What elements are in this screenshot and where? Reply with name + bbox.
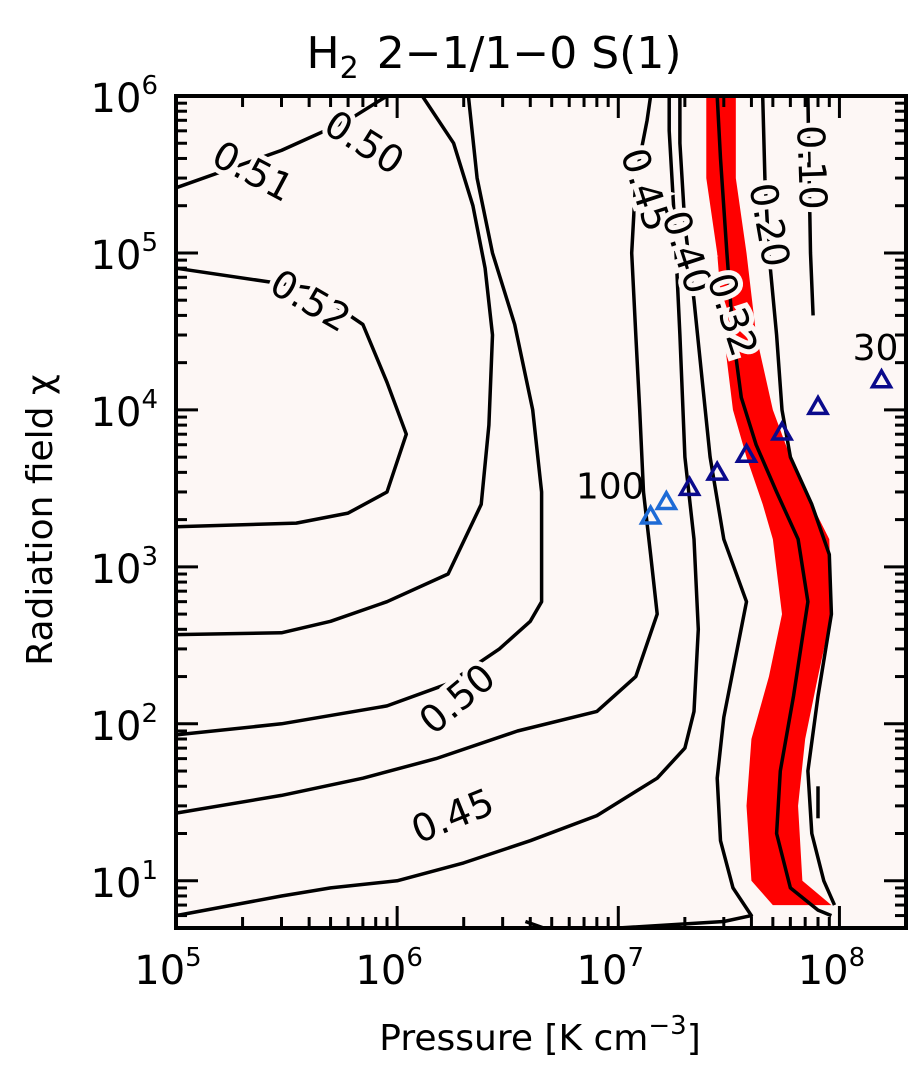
x-axis-label-main: Pressure [K cm	[379, 1018, 648, 1059]
x-tick-base: 10	[798, 948, 849, 994]
contour-lines	[175, 94, 837, 930]
y-tick-exp: 2	[141, 699, 158, 729]
y-tick-exp: 6	[141, 71, 158, 101]
highlight-band	[706, 96, 832, 906]
title-subscript: 2	[340, 51, 359, 86]
y-tick-label-3: 104	[91, 385, 158, 436]
y-tick-label-0: 101	[91, 856, 158, 907]
y-tick-base: 10	[91, 547, 142, 593]
x-tick-exp: 6	[406, 943, 423, 973]
title-rest: 2−1/1−0 S(1)	[377, 28, 682, 79]
x-tick-exp: 5	[185, 943, 202, 973]
x-tick-label-2: 107	[577, 943, 644, 994]
x-tick-exp: 7	[627, 943, 644, 973]
x-tick-base: 10	[355, 948, 406, 994]
y-tick-label-5: 106	[91, 71, 158, 122]
y-tick-base: 10	[91, 704, 142, 750]
x-axis-label-sup: −3	[648, 1011, 686, 1041]
y-tick-label-4: 105	[91, 228, 158, 279]
marker-30-4	[805, 394, 831, 416]
contour-line-3	[175, 95, 495, 637]
plot-frame	[174, 94, 908, 930]
x-tick-base: 10	[134, 948, 185, 994]
y-axis-label: Radiation field χ	[20, 374, 61, 666]
marker-30-0	[677, 475, 702, 497]
y-tick-exp: 3	[141, 542, 158, 572]
contour-line-5	[175, 95, 659, 815]
series-label-100: 100	[576, 466, 645, 507]
x-tick-label-1: 106	[355, 943, 422, 994]
marker-30-1	[705, 459, 730, 481]
marker-100-1	[654, 489, 679, 511]
chart-title: H2 2−1/1−0 S(1)	[307, 28, 682, 86]
contour-line-2	[175, 266, 409, 529]
contour-line-7	[524, 96, 754, 930]
contour-line-6	[175, 96, 701, 918]
y-tick-base: 10	[91, 76, 142, 122]
x-tick-base: 10	[577, 948, 628, 994]
y-tick-label-2: 103	[91, 542, 158, 593]
series-label-30: 30	[853, 328, 899, 369]
y-tick-base: 10	[91, 390, 142, 436]
markers: 100 30	[576, 328, 899, 525]
contour-line-8	[715, 95, 833, 918]
y-tick-base: 10	[91, 233, 142, 279]
marker-100-0	[638, 503, 663, 525]
marker-30-2	[734, 441, 759, 463]
y-tick-label-1: 102	[91, 699, 158, 750]
x-tick-label-0: 105	[134, 943, 201, 994]
x-tick-label-3: 108	[798, 943, 865, 994]
contour-line-9	[760, 95, 837, 906]
y-tick-exp: 4	[141, 385, 158, 415]
y-tick-exp: 5	[141, 228, 158, 258]
marker-30-5	[869, 367, 894, 389]
contour-line-11	[806, 95, 815, 316]
marker-30-3	[769, 419, 795, 441]
y-tick-base: 10	[91, 861, 142, 907]
contour-label-9: 0.10	[788, 124, 835, 210]
x-tick-exp: 8	[849, 943, 866, 973]
contour-line-1	[175, 94, 388, 190]
contour-line-4	[175, 95, 544, 737]
axis-ticks	[174, 94, 908, 930]
title-main: H	[307, 28, 340, 79]
x-axis-label: Pressure [K cm−3]	[379, 1011, 701, 1059]
highlight-band-layer	[706, 96, 832, 906]
x-axis-label-tail: ]	[687, 1018, 701, 1059]
y-tick-exp: 1	[141, 856, 158, 886]
